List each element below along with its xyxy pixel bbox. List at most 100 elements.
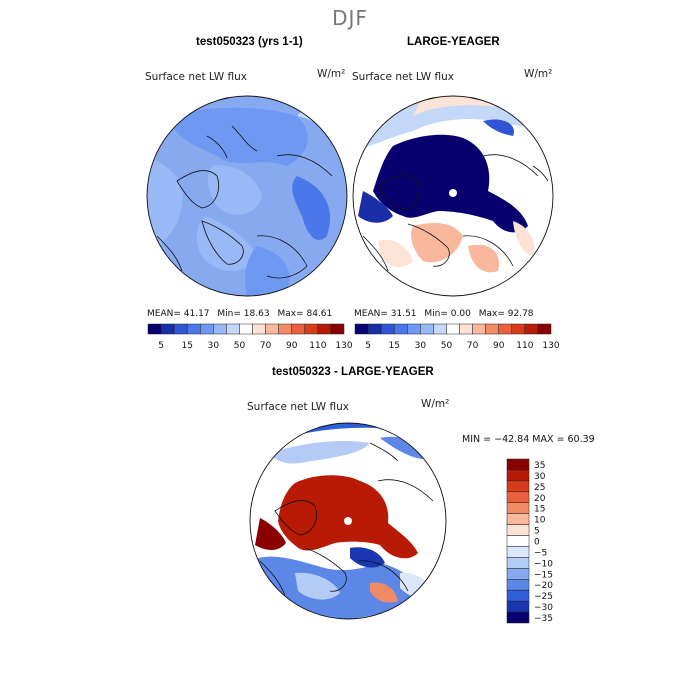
panel-2-field-contour <box>373 134 528 233</box>
panel-3-colorbar-swatch <box>506 579 530 591</box>
panel-3-colorbar-tick-label: 30 <box>534 472 546 482</box>
panel-2-field-contour <box>513 221 535 256</box>
panel-3-units: W/m² <box>421 398 450 410</box>
panel-1-map <box>146 95 348 297</box>
panel-2-colorbar: 5 15 30 50 70 90 110 130 <box>354 323 560 351</box>
panel-3-coastline <box>369 442 399 462</box>
panel-3-colorbar-tick-label: 35 <box>534 461 545 471</box>
panel-2-max-label: Max= <box>478 309 505 319</box>
panel-3-map <box>249 422 447 620</box>
panel-3-colorbar-swatch <box>506 458 530 471</box>
panel-1-coastline <box>201 220 244 265</box>
panel-1-colorbar-swatch <box>226 323 240 335</box>
panel-2-colorbar-tick-label: 15 <box>388 341 399 351</box>
panel-3-field-contour <box>370 582 398 603</box>
panel-2-colorbar-swatch <box>380 323 395 335</box>
panel-2-colorbar-swatch <box>446 323 460 335</box>
panel-2-variable-label: Surface net LW flux <box>352 71 454 83</box>
panel-3-colorbar-tick-label: −15 <box>534 570 553 580</box>
panel-3-map-border <box>249 422 447 620</box>
panel-1-colorbar-tick-label: 90 <box>286 341 298 351</box>
panel-2-colorbar-tick-label: 70 <box>467 341 479 351</box>
panel-1-colorbar-tick-label: 130 <box>335 341 352 351</box>
panel-1-colorbar-swatch <box>147 323 162 335</box>
panel-1-mean-label: MEAN= <box>147 309 181 319</box>
panel-2-map <box>352 95 554 297</box>
panel-2-colorbar-swatch <box>354 323 369 335</box>
panel-2-coastline-eurasia <box>462 235 514 267</box>
panel-3-colorbar-tick-label: 10 <box>534 516 546 526</box>
panel-2-title: LARGE-YEAGER <box>407 36 500 48</box>
panel-3-colorbar-swatch <box>506 502 530 514</box>
panel-1-colorbar-swatch <box>252 323 266 335</box>
panel-3-field-contour <box>295 572 340 600</box>
panel-1-max-value: 84.61 <box>306 309 333 319</box>
panel-3-colorbar-tick-label: 20 <box>534 494 546 504</box>
panel-2-field-contour <box>358 191 393 223</box>
panel-1-coastline <box>156 235 183 272</box>
panel-1-field-contour <box>147 156 183 256</box>
panel-1-field-contour <box>245 246 290 296</box>
panel-3-colorbar-tick-label: −20 <box>534 581 553 591</box>
panel-1-colorbar-tick-label: 30 <box>208 341 220 351</box>
panel-2-max-value: 92.78 <box>507 309 534 319</box>
panel-1-colorbar-swatch <box>213 323 227 335</box>
panel-3-colorbar-swatch <box>506 480 530 493</box>
panel-3-colorbar-tick-label: −25 <box>534 592 553 602</box>
panel-1-coastline <box>206 135 228 159</box>
panel-2-colorbar-swatch <box>459 323 473 335</box>
panel-1-colorbar-tick-label: 5 <box>158 341 164 351</box>
panel-2-coastline <box>482 154 539 177</box>
panel-2-coastline-greenland <box>377 175 420 211</box>
panel-2-colorbar-swatch <box>433 323 447 335</box>
panel-3-colorbar-swatch <box>506 513 530 525</box>
panel-1-coastline-eurasia <box>256 235 308 279</box>
panel-1-colorbar-swatch <box>173 323 188 335</box>
panel-1-max-label: Max= <box>277 309 304 319</box>
panel-2-colorbar-swatch <box>498 323 513 335</box>
panel-2-colorbar-swatch <box>367 323 382 335</box>
panel-2-colorbar-tick-label: 110 <box>516 341 533 351</box>
panel-1-coastline-greenland <box>176 170 219 209</box>
panel-1-min-label: Min= <box>217 309 241 319</box>
panel-2-mean-value: 31.51 <box>390 309 417 319</box>
panel-3-colorbar-tick-label: −30 <box>534 603 553 613</box>
panel-3-colorbar-swatch <box>506 469 530 482</box>
panel-2-mean-label: MEAN= <box>354 309 388 319</box>
panel-3-field-contour <box>255 518 286 550</box>
panel-1-variable-label: Surface net LW flux <box>145 71 247 83</box>
panel-3-colorbar-swatch <box>506 600 530 613</box>
panel-2-colorbar-tick-label: 50 <box>441 341 453 351</box>
panel-3-title: test050323 - LARGE-YEAGER <box>272 366 434 378</box>
panel-1-title: test050323 (yrs 1-1) <box>196 36 303 48</box>
panel-2-colorbar-swatch <box>472 323 486 335</box>
panel-2-colorbar-swatch <box>537 323 552 335</box>
figure-title: DJF <box>332 6 368 30</box>
panel-1-coastline <box>276 154 333 177</box>
panel-3-variable-label: Surface net LW flux <box>247 401 349 413</box>
panel-1-colorbar-swatch <box>291 323 306 335</box>
panel-1-map-border <box>146 95 348 297</box>
panel-3-field-contour <box>270 441 370 464</box>
panel-2-min-value: 0.00 <box>450 309 471 319</box>
panel-3-colorbar-tick-label: −5 <box>534 548 547 558</box>
panel-1-colorbar-tick-label: 15 <box>181 341 192 351</box>
panel-1-colorbar-tick-label: 70 <box>260 341 272 351</box>
panel-3-colorbar-swatch <box>506 524 530 536</box>
panel-3-colorbar-swatch <box>506 546 530 558</box>
panel-2-coastline <box>362 235 389 272</box>
panel-1-colorbar-swatch <box>317 323 332 335</box>
panel-3-pole-hole <box>344 517 352 525</box>
panel-1-mean-value: 41.17 <box>183 309 210 319</box>
panel-1-colorbar-swatch <box>160 323 175 335</box>
panel-1-stats: MEAN= 41.17 Min= 18.63 Max= 84.61 <box>147 309 332 319</box>
panel-1-colorbar-swatch <box>278 323 292 335</box>
panel-2-colorbar-tick-label: 90 <box>493 341 505 351</box>
panel-2-colorbar-swatch <box>407 323 421 335</box>
panel-1-field-contour <box>292 176 331 240</box>
panel-1-colorbar-swatch <box>304 323 319 335</box>
panel-2-field-contour <box>411 223 463 263</box>
panel-3-colorbar-tick-label: −10 <box>534 559 553 569</box>
panel-1-coastline <box>231 125 258 152</box>
